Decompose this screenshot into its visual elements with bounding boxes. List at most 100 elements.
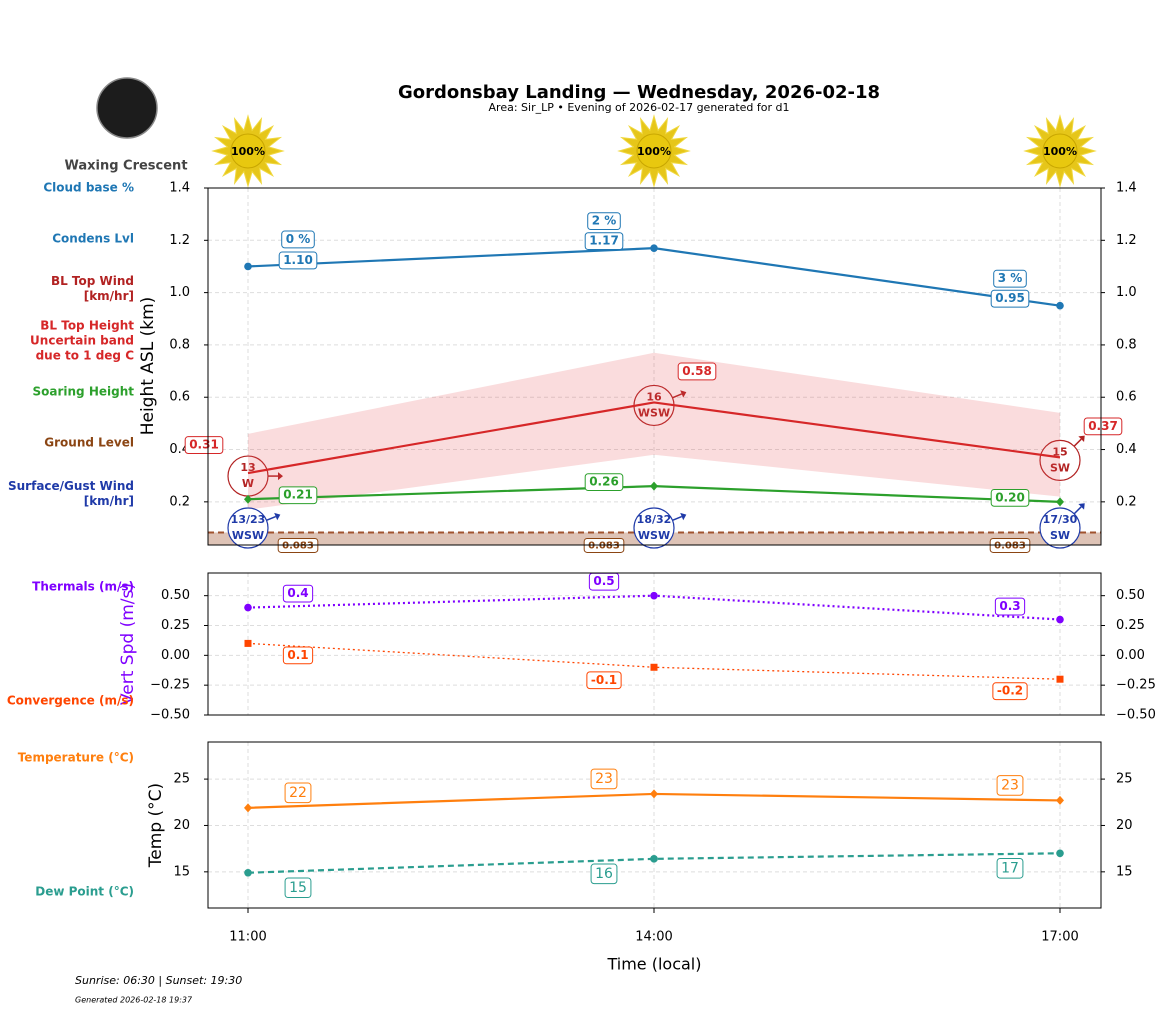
wind-speed: 16 (646, 390, 662, 403)
y-tick-label: 20 (173, 818, 190, 833)
value-label-text: 0.21 (283, 488, 313, 502)
value-label-box (1083, 417, 1123, 436)
legend-label: Condens Lvl (52, 231, 134, 246)
value-label-text: 15 (289, 880, 307, 896)
value-label-text: 0.3 (999, 599, 1020, 613)
value-label-box (994, 597, 1026, 616)
y-tick-label: 15 (173, 864, 190, 879)
value-label-box (282, 646, 314, 665)
y-tick-label: −0.50 (150, 708, 190, 723)
value-label-text: 0.31 (189, 438, 219, 452)
wind-speed: 13 (240, 461, 255, 474)
value-label-text: 23 (595, 771, 613, 787)
value-label-box (587, 212, 621, 231)
series-line (247, 247, 1061, 307)
x-axis-label: Time (local) (606, 955, 701, 974)
value-label-text: 0.083 (282, 540, 314, 551)
value-label-text: 0.20 (995, 490, 1025, 504)
sun-disc (230, 133, 266, 169)
value-label-text: 3 % (998, 271, 1023, 285)
sun-label: 100% (637, 145, 671, 158)
value-label-text: -0.1 (591, 673, 617, 687)
wind-direction: WSW (638, 406, 670, 419)
sun: 100% (617, 114, 691, 188)
value-label-text: 0.5 (593, 574, 614, 588)
value-label: 0.3 (994, 597, 1026, 616)
value-label-text: -0.2 (997, 684, 1023, 698)
legend-label: Thermals (m/s) (32, 579, 134, 594)
value-label: 0.1 (282, 646, 314, 665)
wind-circle (633, 507, 675, 549)
value-label: 0.21 (278, 486, 318, 505)
y2-tick-label: 15 (1116, 864, 1133, 879)
point (1056, 615, 1064, 624)
y-tick-label: 0.25 (161, 618, 190, 633)
value-label-text: 0.083 (588, 540, 620, 551)
value-label: 0.95 (990, 289, 1030, 308)
y2-tick-label: 0.8 (1116, 337, 1137, 352)
series-line (247, 401, 1061, 475)
value-label: -0.1 (586, 671, 622, 690)
wind-speed: 17/30 (1043, 513, 1078, 526)
sun-disc (1042, 133, 1078, 169)
value-label-box (990, 289, 1030, 308)
point (650, 789, 658, 799)
value-label-text: 0.37 (1088, 419, 1118, 433)
value-label: 17 (996, 857, 1024, 879)
point (1056, 675, 1064, 683)
series-line (247, 852, 1061, 874)
value-label: 0.37 (1083, 417, 1123, 436)
wind-arrow-head (680, 390, 687, 398)
point (650, 481, 658, 491)
value-label-text: 22 (289, 785, 307, 801)
point (244, 603, 252, 612)
wind-arrow-head (274, 512, 281, 521)
y2-tick-label: 25 (1116, 772, 1133, 787)
sun: 100% (211, 114, 285, 188)
legend-label: Soaring Height (32, 384, 135, 399)
wind-direction: WSW (638, 529, 670, 542)
y-tick-label: 1.4 (169, 181, 190, 196)
value-label-box (282, 584, 314, 603)
x-tick-label: 14:00 (635, 930, 672, 945)
value-label: 15 (284, 877, 312, 899)
value-label: 16 (590, 863, 618, 885)
wind-arrow-head (1078, 503, 1085, 510)
y-axis-label: Temp (°C) (146, 783, 166, 868)
point (244, 803, 252, 813)
value-label: 0 % (281, 230, 315, 249)
value-label-box (586, 671, 622, 690)
plot-frame (207, 741, 1102, 909)
wind-speed: 18/32 (637, 513, 672, 526)
moon (96, 77, 158, 139)
y-axis-label: Vert Spd (m/s) (118, 583, 138, 705)
value-label-text: 0.26 (589, 475, 619, 489)
value-label-text: 1.10 (283, 253, 313, 267)
value-label: 0.31 (184, 436, 224, 454)
y2-tick-label: 1.2 (1116, 233, 1137, 248)
sun-label: 100% (231, 145, 265, 158)
wind-direction: WSW (232, 529, 264, 542)
wind-circle (1039, 439, 1081, 481)
chart-title: Gordonsbay Landing — Wednesday, 2026-02-… (398, 82, 880, 103)
value-label-box (992, 682, 1028, 701)
y2-tick-label: 1.0 (1116, 285, 1137, 300)
value-label-text: 0.95 (995, 291, 1025, 305)
point (244, 639, 252, 647)
wind-arrow-head (278, 472, 283, 481)
sun-times: Sunrise: 06:30 | Sunset: 19:30 (75, 974, 242, 987)
point (1056, 301, 1064, 310)
legend-label: BL Top Wind [km/hr] (50, 274, 134, 303)
point (650, 591, 658, 600)
value-label-text: 23 (1001, 777, 1019, 793)
value-label-box (584, 473, 624, 492)
point (650, 663, 658, 671)
y-tick-label: 0.2 (169, 494, 190, 509)
value-label-box (590, 768, 618, 790)
legend-label: BL Top Height Uncertain band due to 1 de… (30, 318, 134, 363)
value-label-text: 1.17 (589, 234, 619, 248)
value-label: 23 (590, 768, 618, 790)
moon-phase: Waxing Crescent (64, 159, 187, 174)
chart-subtitle: Area: Sir_LP • Evening of 2026-02-17 gen… (489, 101, 790, 114)
legend-label: Cloud base % (43, 180, 134, 195)
